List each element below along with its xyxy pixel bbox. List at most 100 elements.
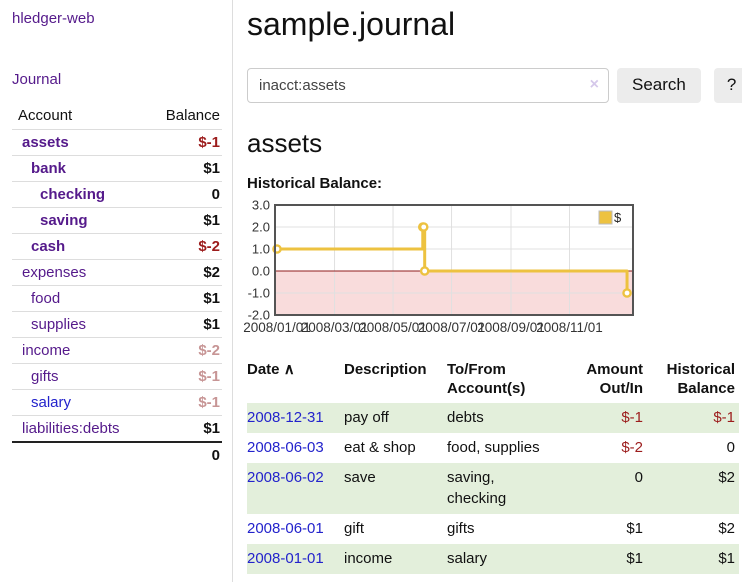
account-name-cell: gifts	[12, 363, 146, 390]
date-link[interactable]: 2008-01-01	[247, 550, 324, 568]
svg-text:2008/07/01: 2008/07/01	[418, 320, 486, 335]
account-name-cell: liabilities:debts	[12, 415, 146, 442]
svg-text:2008/01/01: 2008/01/01	[243, 320, 311, 335]
register-amount-cell: $-1	[621, 408, 643, 426]
account-link[interactable]: liabilities:debts	[22, 420, 120, 437]
register-date-cell: 2008-06-02	[247, 463, 344, 514]
register-description-cell: gift	[344, 519, 365, 537]
register-header-amount: Amount Out/In	[586, 360, 643, 398]
date-link[interactable]: 2008-06-03	[247, 439, 324, 457]
register-accounts-cell: food, supplies	[447, 439, 540, 457]
register-row: 2008-06-03 eat & shop food, supplies $-2…	[247, 433, 739, 463]
account-balance-cell: $-1	[145, 129, 222, 156]
register-balance-cell: $-1	[713, 408, 735, 426]
svg-text:2008/03/01: 2008/03/01	[301, 320, 369, 335]
svg-text:$: $	[614, 210, 622, 225]
account-link[interactable]: expenses	[22, 264, 87, 281]
account-link[interactable]: cash	[31, 238, 66, 255]
sort-ascending-icon: ∧	[283, 360, 295, 378]
register-accounts-cell: debts	[447, 408, 484, 426]
account-row: saving $1	[12, 207, 222, 234]
account-balance-cell: $-1	[145, 363, 222, 390]
date-link[interactable]: 2008-06-02	[247, 469, 324, 487]
svg-text:2008/09/01: 2008/09/01	[477, 320, 545, 335]
account-balance-cell: $1	[145, 155, 222, 182]
register-row: 2008-12-31 pay off debts $-1 $-1	[247, 402, 739, 434]
register-description-cell: save	[344, 469, 376, 487]
account-name-cell: cash	[12, 233, 146, 260]
register-description-cell: pay off	[344, 408, 389, 426]
register-balance-cell: $2	[718, 469, 735, 487]
account-title: assets	[247, 127, 323, 158]
account-link[interactable]: supplies	[31, 316, 87, 333]
accounts-header-account: Account	[18, 107, 73, 124]
accounts-total-row: 0	[12, 441, 222, 468]
account-name-cell: bank	[12, 155, 146, 182]
page-title: sample.journal	[247, 6, 456, 42]
date-link[interactable]: 2008-06-01	[247, 519, 324, 537]
sidebar: hledger-web Journal Account Balance asse…	[0, 0, 233, 582]
sidebar-item-journal[interactable]: Journal	[12, 71, 62, 88]
search-box: ×	[247, 67, 609, 103]
register-header-balance: Historical Balance	[666, 360, 735, 398]
account-link[interactable]: salary	[31, 394, 72, 411]
search-form: × Search ?	[247, 67, 742, 103]
svg-text:-1.0: -1.0	[248, 285, 270, 300]
account-row: food $1	[12, 285, 222, 312]
accounts-table-header: Account Balance	[12, 104, 222, 130]
register-description-cell: eat & shop	[344, 439, 416, 457]
account-balance-cell: $-1	[145, 389, 222, 416]
register-row: 2008-01-01 income salary $1 $1	[247, 544, 739, 575]
help-button[interactable]: ?	[713, 67, 742, 103]
register-amount-cell: $-2	[621, 439, 643, 457]
account-balance-cell: $-2	[145, 233, 222, 260]
register-header-date[interactable]: Date ∧	[247, 358, 344, 403]
account-balance-cell: $1	[145, 415, 222, 442]
svg-text:3.0: 3.0	[252, 197, 270, 212]
register-header-row: Date ∧ Description To/From Account(s) Am…	[247, 358, 739, 403]
register-amount-cell: $1	[626, 519, 643, 537]
search-button[interactable]: Search	[617, 67, 701, 103]
register-amount-cell: $1	[626, 550, 643, 568]
svg-text:2008/11/01: 2008/11/01	[536, 320, 603, 335]
accounts-total-label	[12, 441, 146, 468]
register-description-cell: income	[344, 550, 393, 568]
register-date-cell: 2008-06-03	[247, 433, 344, 463]
account-row: supplies $1	[12, 311, 222, 338]
account-link[interactable]: checking	[40, 186, 106, 203]
account-link[interactable]: income	[22, 342, 71, 359]
svg-text:1.0: 1.0	[252, 241, 270, 256]
register-accounts-cell: gifts	[447, 519, 475, 537]
account-row: assets $-1	[12, 129, 222, 156]
register-date-cell: 2008-01-01	[247, 544, 344, 574]
account-link[interactable]: saving	[40, 212, 88, 229]
main-content: sample.journal × Search ? assets Histori…	[233, 0, 742, 582]
date-link[interactable]: 2008-12-31	[247, 408, 324, 426]
account-link[interactable]: gifts	[31, 368, 59, 385]
account-balance-cell: $-2	[145, 337, 222, 364]
account-name-cell: saving	[12, 207, 146, 234]
account-balance-cell: 0	[145, 181, 222, 208]
app-title-link[interactable]: hledger-web	[12, 10, 95, 27]
account-row: income $-2	[12, 337, 222, 364]
clear-search-icon[interactable]: ×	[589, 75, 599, 93]
account-link[interactable]: food	[31, 290, 61, 307]
accounts-table: Account Balance assets $-1 bank $1 check…	[12, 104, 222, 468]
account-balance-cell: $2	[145, 259, 222, 286]
register-balance-cell: $1	[718, 550, 735, 568]
register-header-description: Description	[344, 360, 427, 378]
account-link[interactable]: bank	[31, 160, 67, 177]
historical-balance-chart: $3.0 2.0 1.0 0.0 -1.0 -2.0 2008/01/01 2008/03/0…	[243, 196, 717, 338]
account-link[interactable]: assets	[22, 134, 69, 151]
svg-text:-2.0: -2.0	[248, 307, 270, 322]
account-balance-cell: $1	[145, 285, 222, 312]
svg-text:2008/05/01: 2008/05/01	[359, 320, 427, 335]
account-balance-cell: $1	[145, 311, 222, 338]
search-input[interactable]	[247, 67, 609, 103]
chart-canvas: $3.0 2.0 1.0 0.0 -1.0 -2.02008/01/012008/03/0…	[243, 197, 634, 335]
account-row: salary $-1	[12, 389, 222, 416]
chart-section-label: Historical Balance:	[247, 174, 383, 192]
register-accounts-cell: saving, checking	[447, 469, 507, 507]
register-row: 2008-06-02 save saving, checking 0 $2	[247, 463, 739, 514]
